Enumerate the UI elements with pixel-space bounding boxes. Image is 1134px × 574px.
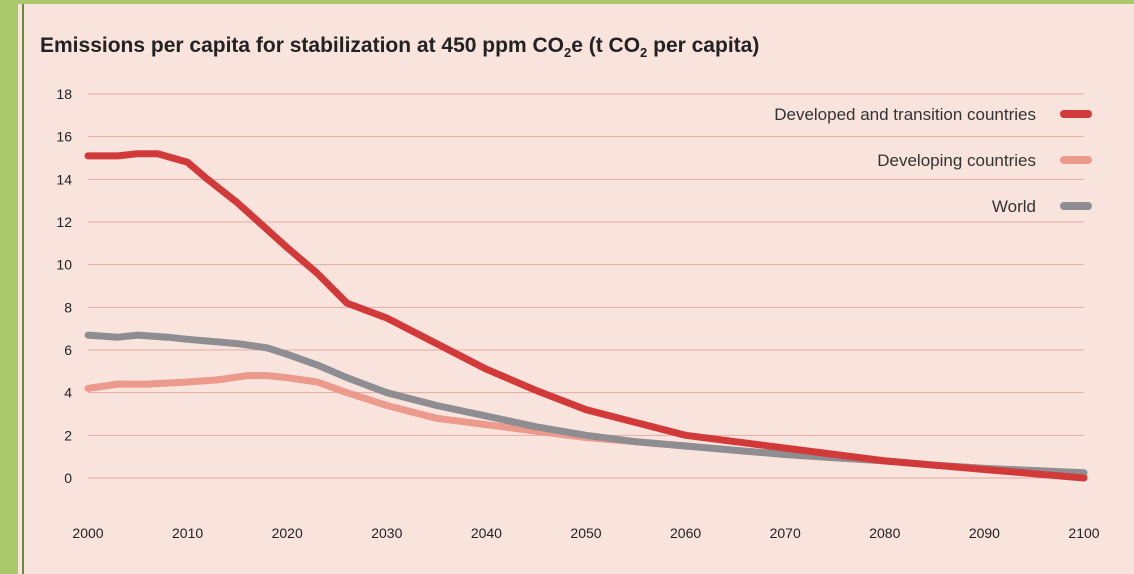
y-tick-label: 4 — [64, 385, 72, 401]
legend-label: Developing countries — [877, 151, 1036, 170]
y-axis: 0 2 4 6 8 10 12 14 16 18 — [56, 86, 72, 486]
x-tick-label: 2020 — [272, 525, 303, 541]
y-tick-label: 16 — [56, 129, 72, 145]
x-tick-label: 2030 — [371, 525, 402, 541]
y-tick-label: 6 — [64, 342, 72, 358]
title-part-b: e (t CO — [571, 34, 640, 57]
x-tick-label: 2080 — [869, 525, 900, 541]
y-tick-label: 12 — [56, 214, 72, 230]
y-tick-label: 0 — [64, 470, 72, 486]
title-subscript-1: 2 — [564, 45, 571, 60]
x-tick-label: 2100 — [1068, 525, 1099, 541]
chart-title: Emissions per capita for stabilization a… — [40, 34, 759, 60]
x-axis: 2000 2010 2020 2030 2040 2050 2060 2070 2080 2090… — [72, 525, 1099, 541]
y-tick-label: 14 — [56, 171, 72, 187]
x-tick-label: 2070 — [770, 525, 801, 541]
x-tick-label: 2040 — [471, 525, 502, 541]
title-part-c: per capita) — [647, 34, 759, 57]
series-line-2 — [84, 331, 1088, 477]
x-tick-label: 2050 — [570, 525, 601, 541]
legend-label: Developed and transition countries — [774, 105, 1036, 124]
x-tick-label: 2000 — [72, 525, 103, 541]
series-lines — [84, 150, 1088, 482]
title-part-a: Emissions per capita for stabilization a… — [40, 34, 564, 57]
line-chart: Emissions per capita for stabilization a… — [40, 34, 1100, 541]
x-tick-label: 2010 — [172, 525, 203, 541]
title-subscript-2: 2 — [640, 45, 647, 60]
legend: Developed and transition countries Develo… — [774, 105, 1092, 216]
y-tick-label: 18 — [56, 86, 72, 102]
series-line-1 — [84, 372, 1088, 478]
x-tick-label: 2090 — [969, 525, 1000, 541]
y-tick-label: 2 — [64, 427, 72, 443]
legend-label: World — [992, 197, 1036, 216]
x-tick-label: 2060 — [670, 525, 701, 541]
chart-panel: Emissions per capita for stabilization a… — [22, 4, 1134, 574]
y-tick-label: 8 — [64, 299, 72, 315]
y-tick-label: 10 — [56, 257, 72, 273]
series-line-0 — [84, 150, 1088, 482]
